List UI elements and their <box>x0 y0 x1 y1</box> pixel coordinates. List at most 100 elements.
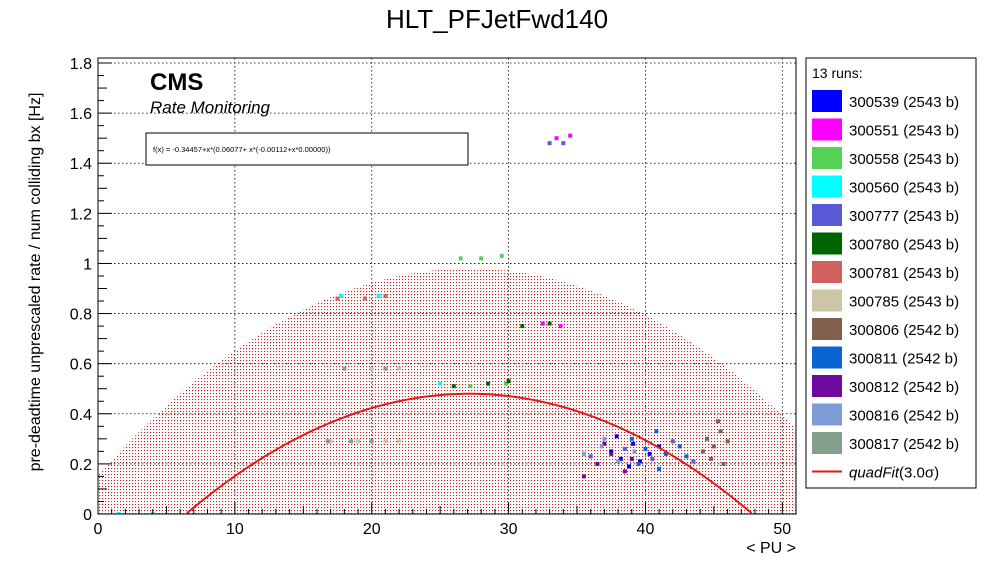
data-point <box>458 256 463 261</box>
x-tick-label: 30 <box>500 521 518 538</box>
data-point <box>721 461 726 466</box>
data-point <box>349 439 354 444</box>
data-point <box>636 461 641 466</box>
legend-swatch <box>812 318 842 340</box>
data-point <box>397 439 402 444</box>
axes <box>97 58 796 515</box>
data-point <box>438 381 443 386</box>
data-point <box>654 429 659 434</box>
data-point <box>479 256 484 261</box>
data-point <box>362 296 367 301</box>
data-point <box>716 419 720 424</box>
data-point <box>383 439 388 444</box>
data-points <box>116 133 730 514</box>
legend-label: 300817 (2542 b) <box>849 436 959 453</box>
legend-swatch <box>812 403 842 426</box>
data-point <box>629 456 634 461</box>
data-point <box>631 441 636 446</box>
cms-label: CMS <box>150 69 203 96</box>
data-point <box>622 469 627 474</box>
fit-line <box>186 392 753 514</box>
y-tick-label: 0.8 <box>70 307 92 324</box>
x-tick-label: 20 <box>363 521 381 538</box>
data-point <box>618 456 623 461</box>
data-point <box>335 296 340 301</box>
legend: 13 runs: 300539 (2543 b) 300551 (2543 b) 3… <box>805 57 977 489</box>
legend-label: 300560 (2543 b) <box>849 180 959 197</box>
data-point <box>629 436 634 441</box>
data-point <box>369 366 374 371</box>
legend-swatch <box>812 118 842 141</box>
y-tick-label: 1 <box>83 256 92 273</box>
data-point <box>581 474 586 479</box>
data-point <box>547 321 552 326</box>
data-point <box>369 439 374 444</box>
legend-label: 300551 (2543 b) <box>849 123 959 140</box>
legend-swatch <box>812 232 842 255</box>
legend-label: 300806 (2542 b) <box>849 322 959 339</box>
legend-label: 300539 (2543 b) <box>849 94 959 111</box>
data-point <box>383 294 388 298</box>
data-point <box>451 384 456 389</box>
data-point <box>554 136 559 141</box>
legend-swatch <box>812 204 842 226</box>
legend-swatch <box>812 261 842 283</box>
legend-label: 300558 (2543 b) <box>849 151 959 168</box>
data-point <box>328 439 333 444</box>
data-point <box>588 454 593 459</box>
data-point <box>595 461 600 466</box>
data-point <box>609 449 614 454</box>
y-tick-label: 1.2 <box>70 206 92 223</box>
x-tick-label: 40 <box>637 521 655 538</box>
data-point <box>632 449 637 454</box>
legend-label: 300777 (2543 b) <box>849 208 959 225</box>
data-point <box>614 434 619 439</box>
data-point <box>650 456 655 461</box>
legend-label: 300780 (2543 b) <box>849 237 959 254</box>
legend-swatch <box>812 289 842 312</box>
data-point <box>627 464 631 469</box>
x-tick-label: 0 <box>94 521 103 538</box>
y-tick-label: 1.8 <box>70 56 92 73</box>
data-point <box>602 441 607 446</box>
legend-swatch <box>812 90 842 112</box>
data-point <box>718 429 723 434</box>
chart-title: HLT_PFJetFwd140 <box>386 4 608 34</box>
data-point <box>561 141 566 146</box>
legend-header: 13 runs: <box>812 65 863 81</box>
legend-label: 300781 (2543 b) <box>849 265 959 282</box>
x-tick-label: 50 <box>773 521 791 538</box>
data-point <box>643 446 648 451</box>
data-point <box>116 512 121 514</box>
data-point <box>638 459 642 464</box>
data-point <box>616 459 621 464</box>
legend-label: 300811 (2542 b) <box>849 351 958 368</box>
data-point <box>622 446 627 451</box>
fit-formula-text: f(x) = -0.34457+x*(0.06077+ x*(-0.00112+… <box>153 145 331 154</box>
x-axis-label: < PU > <box>746 540 796 557</box>
fit-curve <box>186 392 753 514</box>
legend-swatch <box>812 432 842 454</box>
legend-label: 300816 (2542 b) <box>849 408 959 425</box>
data-point <box>677 444 682 449</box>
y-tick-label: 1.4 <box>70 156 92 173</box>
y-tick-label: 0.2 <box>70 457 92 474</box>
data-point <box>342 366 347 371</box>
data-point <box>705 436 709 441</box>
data-point <box>506 379 511 384</box>
data-point <box>711 444 716 449</box>
data-point <box>684 454 689 459</box>
data-point <box>503 381 508 386</box>
data-point <box>657 466 662 471</box>
data-point <box>383 366 388 371</box>
y-tick-label: 1.6 <box>70 106 92 123</box>
data-point <box>581 451 586 456</box>
legend-label: 300812 (2542 b) <box>849 379 959 396</box>
legend-fit-label: quadFit(3.0σ) <box>849 465 939 482</box>
data-point <box>339 294 344 298</box>
legend-swatch <box>812 375 842 397</box>
data-point <box>547 141 552 146</box>
data-point <box>657 444 662 449</box>
legend-label: 300785 (2543 b) <box>849 294 959 311</box>
